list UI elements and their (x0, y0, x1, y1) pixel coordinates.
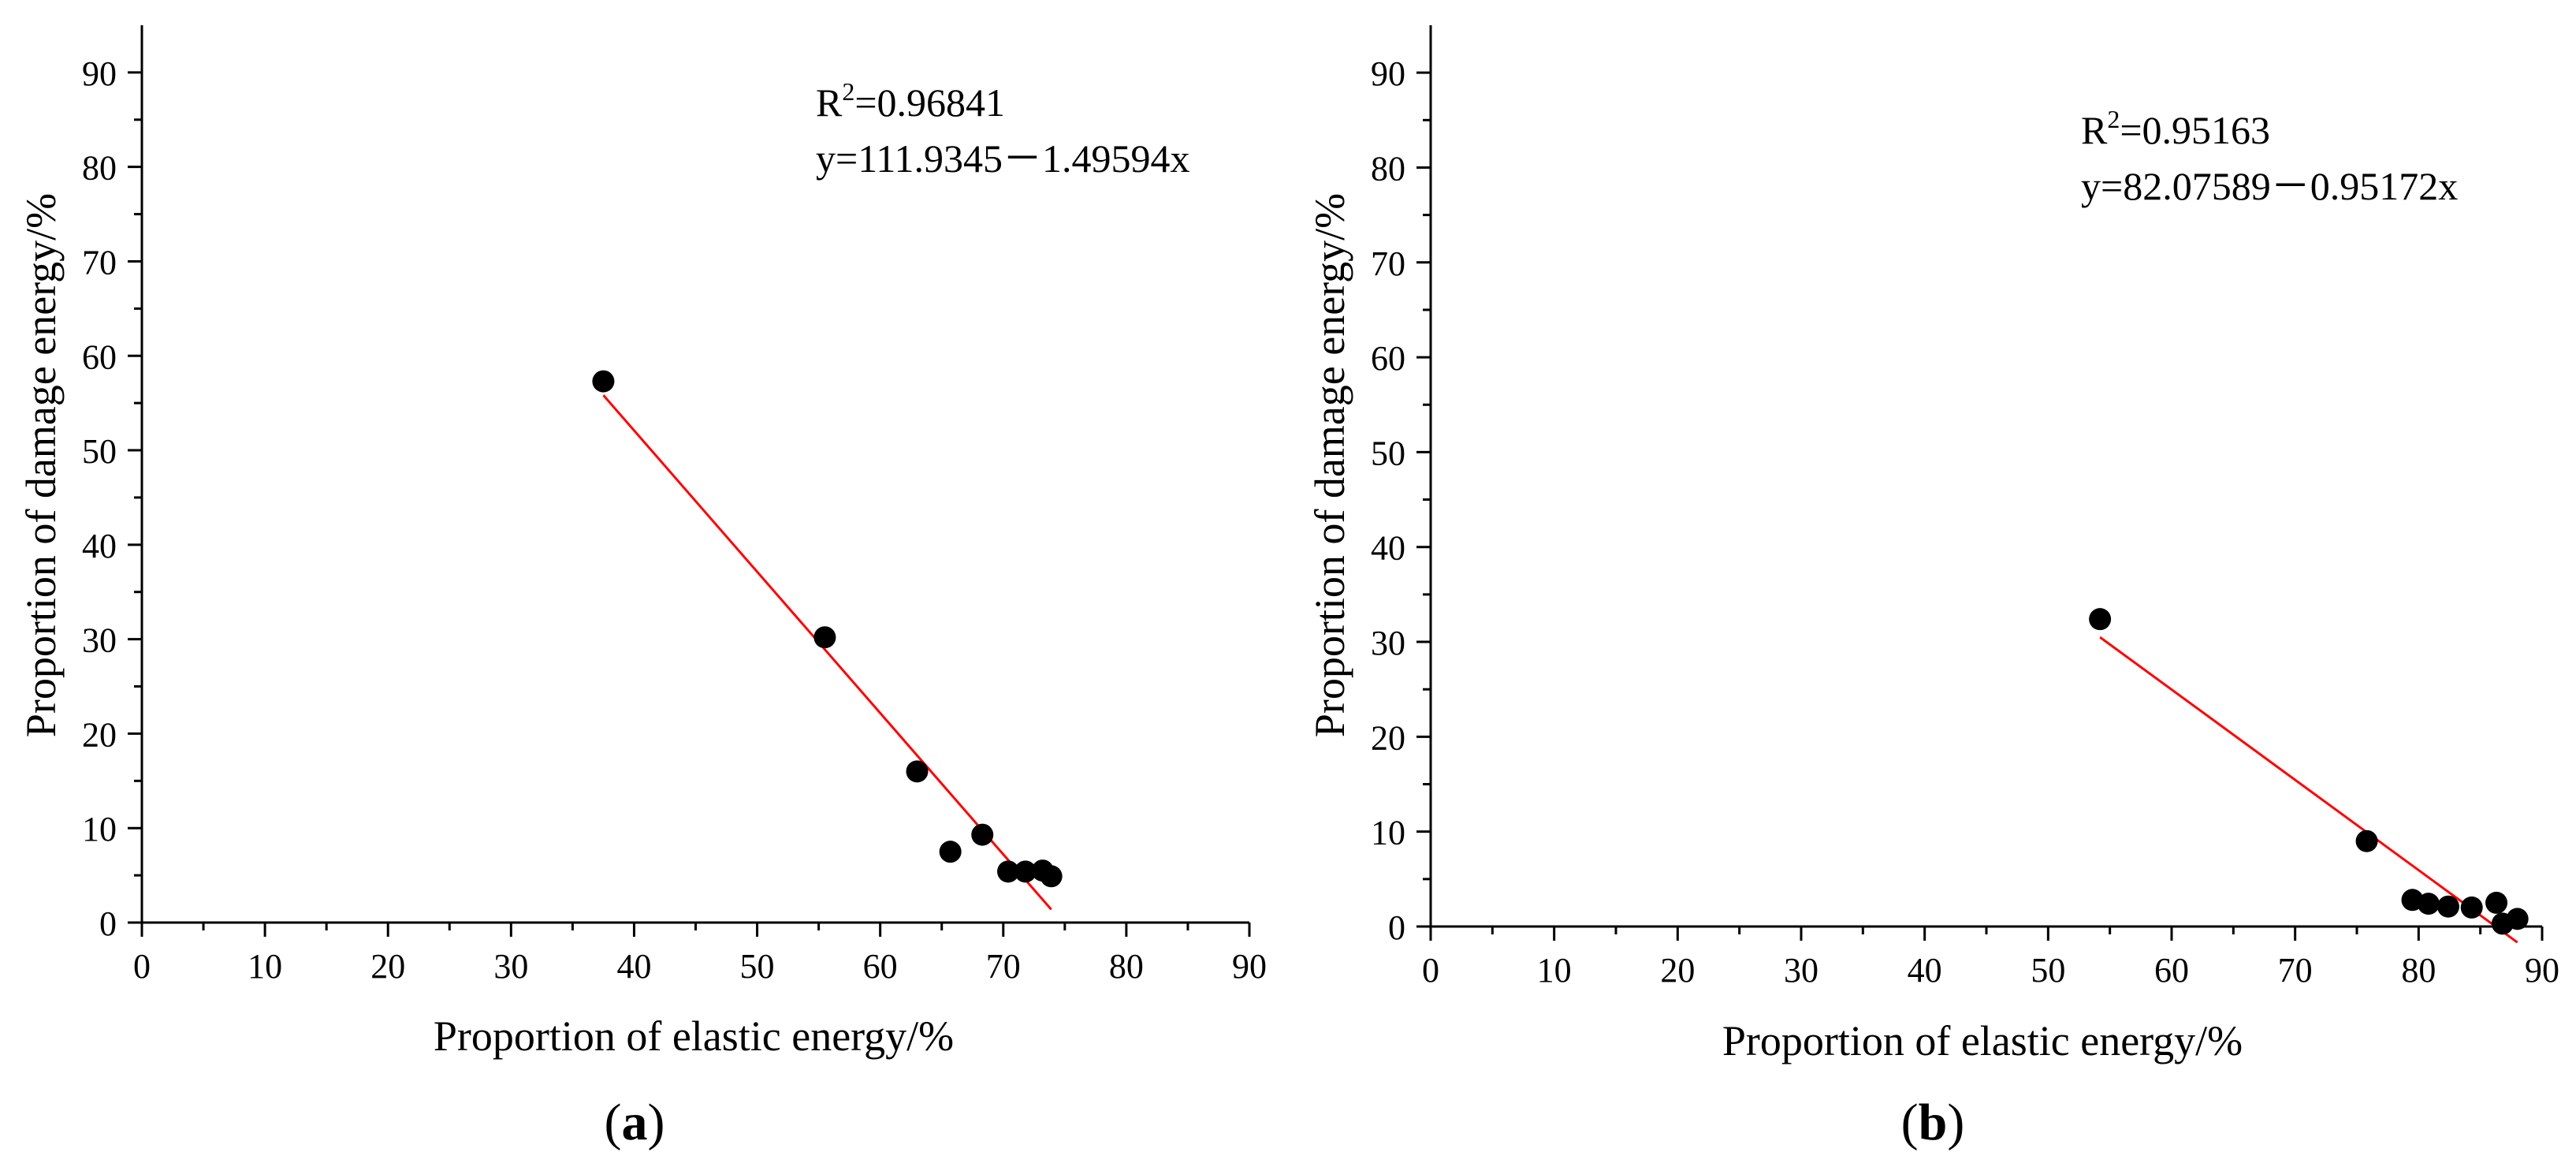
data-point (2089, 608, 2112, 631)
y-tick-label: 40 (1371, 529, 1405, 568)
x-tick-label: 70 (986, 947, 1021, 986)
data-point (2460, 896, 2483, 919)
panel-b: 0 10 20 30 40 50 60 70 80 90 0 10 20 30 40 50 60 70 80 90 R… (1306, 25, 2559, 1151)
plot-area-b: 0 10 20 30 40 50 60 70 80 90 0 10 20 30 40 50 60 70 80 90 (1371, 25, 2559, 990)
y-tick-label: 70 (82, 243, 117, 281)
y-tick-label: 90 (82, 54, 117, 93)
y-tick-label: 40 (82, 527, 117, 565)
r2-label-a: R2=0.96841 (816, 77, 1005, 125)
x-tick-label: 60 (863, 947, 898, 986)
y-tick-label: 70 (1371, 244, 1405, 283)
r2-label-b: R2=0.95163 (2081, 105, 2270, 152)
plot-area-a: 0 10 20 30 40 50 60 70 80 90 0 10 20 30 40 50 60 70 80 90 (82, 25, 1267, 986)
x-tick-label: 0 (133, 947, 151, 986)
data-point (997, 860, 1020, 883)
data-point (2436, 895, 2459, 918)
y-tick-label: 10 (1371, 814, 1405, 852)
x-tick-label: 80 (1109, 947, 1144, 986)
y-tick-label: 10 (82, 810, 117, 848)
y-tick-label: 80 (1371, 149, 1405, 188)
x-tick-label: 0 (1422, 951, 1439, 990)
data-point (1040, 865, 1063, 888)
y-tick-label: 50 (1371, 434, 1405, 472)
y-tick-label: 0 (1388, 908, 1405, 947)
x-tick-label: 70 (2278, 951, 2313, 990)
x-tick-label: 10 (1537, 951, 1572, 990)
data-point (592, 370, 615, 393)
x-tick-label: 50 (2031, 951, 2065, 990)
y-tick-label: 50 (82, 432, 117, 471)
data-point (2355, 830, 2378, 852)
x-tick-label: 30 (1784, 951, 1818, 990)
y-tick-label: 30 (82, 621, 117, 660)
x-tick-label: 60 (2154, 951, 2189, 990)
data-point (971, 823, 994, 846)
equation-a: y=111.9345－1.49594x (816, 136, 1190, 181)
fit-line (602, 394, 1052, 911)
equation-b: y=82.07589－0.95172x (2081, 164, 2458, 208)
x-tick-label: 20 (370, 947, 405, 986)
x-tick-label: 50 (740, 947, 775, 986)
y-tick-label: 60 (82, 337, 117, 376)
x-tick-label: 10 (248, 947, 282, 986)
y-tick-label: 0 (99, 904, 117, 943)
y-tick-label: 20 (82, 715, 117, 754)
data-point (2485, 891, 2508, 914)
x-tick-label: 40 (1908, 951, 1942, 990)
data-point (906, 760, 929, 783)
x-tick-label: 40 (616, 947, 651, 986)
y-axis-label-a: Proportion of damage energy/% (17, 193, 65, 737)
panel-label-b: (b) (1901, 1094, 1965, 1151)
y-tick-label: 30 (1371, 624, 1405, 662)
x-tick-label: 80 (2401, 951, 2436, 990)
x-axis-label-b: Proportion of elastic energy/% (1722, 1017, 2243, 1064)
data-point (1014, 860, 1037, 883)
fit-line (2099, 636, 2518, 944)
y-axis-label-b: Proportion of damage energy/% (1306, 193, 1353, 737)
panel-label-a: (a) (605, 1094, 665, 1151)
data-point (2417, 893, 2440, 915)
x-tick-label: 30 (493, 947, 528, 986)
y-tick-label: 20 (1371, 718, 1405, 757)
y-tick-label: 60 (1371, 339, 1405, 378)
data-point (939, 841, 962, 863)
x-tick-label: 90 (2525, 951, 2559, 990)
x-tick-label: 90 (1232, 947, 1267, 986)
data-point (2506, 908, 2529, 930)
x-tick-label: 20 (1660, 951, 1695, 990)
x-axis-label-a: Proportion of elastic energy/% (434, 1012, 954, 1060)
y-tick-label: 80 (82, 149, 117, 188)
data-point (813, 626, 836, 649)
panel-a: 0 10 20 30 40 50 60 70 80 90 0 10 20 30 40 50 60 70 80 90 R… (17, 25, 1267, 1151)
y-tick-label: 90 (1371, 54, 1405, 93)
